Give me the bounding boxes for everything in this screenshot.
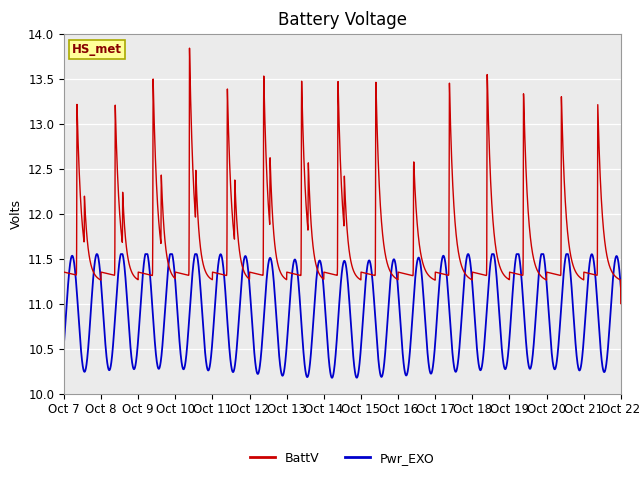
- Legend: BattV, Pwr_EXO: BattV, Pwr_EXO: [245, 447, 440, 469]
- Text: HS_met: HS_met: [72, 43, 122, 56]
- Y-axis label: Volts: Volts: [10, 199, 22, 228]
- Title: Battery Voltage: Battery Voltage: [278, 11, 407, 29]
